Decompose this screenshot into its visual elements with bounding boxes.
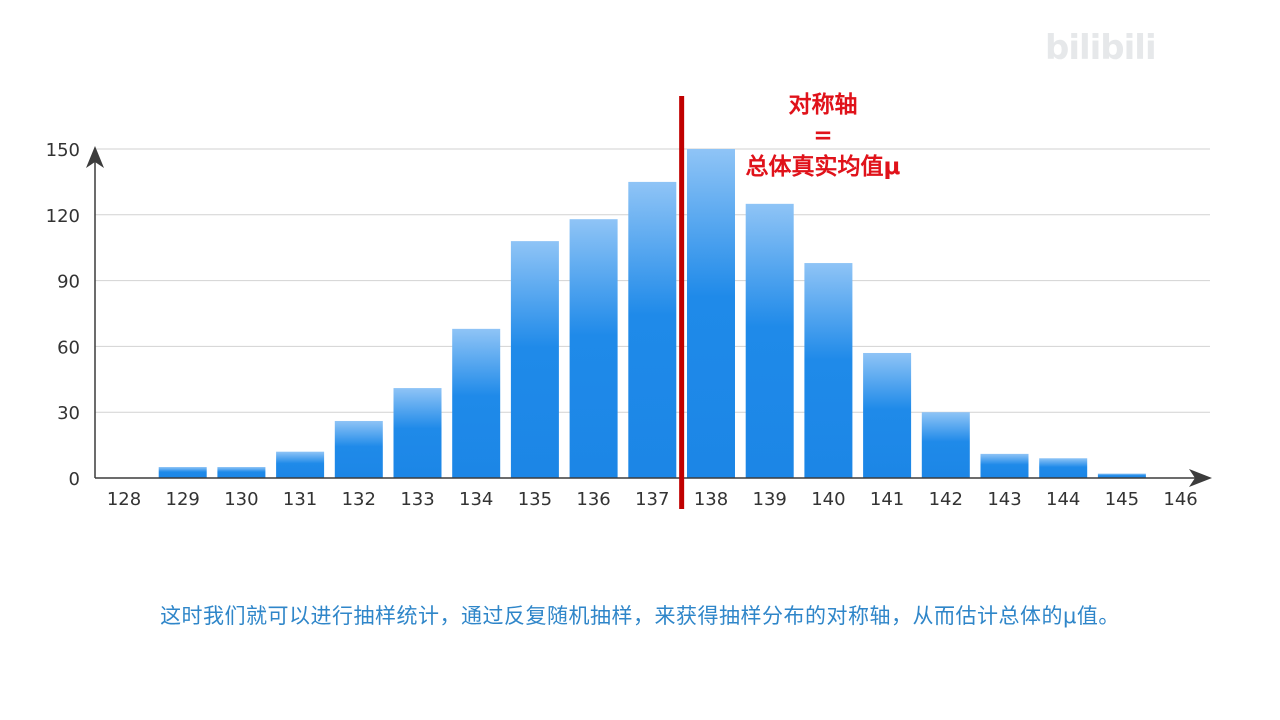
x-tick-label: 135 (518, 489, 552, 510)
x-tick-label: 141 (870, 489, 904, 510)
x-tick-label: 143 (987, 489, 1021, 510)
bilibili-watermark: bilibili (1035, 26, 1260, 70)
x-tick-label: 140 (811, 489, 845, 510)
x-tick-label: 133 (400, 489, 434, 510)
bar-140 (804, 263, 853, 478)
bar-130 (217, 467, 266, 478)
x-tick-label: 136 (576, 489, 610, 510)
bar-138 (687, 149, 735, 478)
x-tick-label: 146 (1163, 489, 1197, 510)
x-tick-label: 144 (1046, 489, 1080, 510)
bar-134 (452, 328, 501, 478)
bar-142 (921, 412, 970, 478)
y-tick-label: 150 (46, 140, 80, 161)
x-tick-label: 134 (459, 489, 493, 510)
bar-129 (158, 467, 207, 478)
bar-136 (569, 219, 618, 479)
x-tick-label: 128 (107, 489, 141, 510)
annotation-line-3: 总体真实均值μ (745, 154, 901, 180)
y-tick-label: 120 (46, 206, 80, 227)
bar-141 (863, 352, 912, 478)
bar-139 (745, 203, 794, 479)
annotation-line-2: = (813, 123, 833, 149)
x-tick-label: 132 (342, 489, 376, 510)
x-tick-labels: 128 129 130 131 132 133 134 135 136 137 138 139 140 1… (107, 489, 1198, 510)
annotation-line-1: 对称轴 (788, 92, 858, 118)
bar-133 (393, 388, 442, 478)
axes (86, 146, 1212, 487)
y-axis-arrow-icon (86, 146, 104, 168)
subtitle-caption: 这时我们就可以进行抽样统计，通过反复随机抽样，来获得抽样分布的对称轴，从而估计总… (160, 604, 1120, 628)
bar-132 (334, 420, 383, 478)
x-tick-label: 139 (753, 489, 787, 510)
y-tick-label: 0 (69, 469, 80, 490)
bilibili-logo: bilibili (1045, 28, 1157, 68)
bar-145 (1097, 473, 1146, 478)
x-tick-label: 142 (929, 489, 963, 510)
x-tick-label: 137 (635, 489, 669, 510)
bar-135 (510, 241, 559, 478)
bar-137 (628, 181, 677, 478)
x-tick-label: 145 (1105, 489, 1139, 510)
y-tick-label: 30 (57, 403, 80, 424)
bar-144 (1039, 458, 1088, 478)
x-axis-arrow-icon (1189, 469, 1212, 487)
y-tick-label: 60 (57, 337, 80, 358)
bars (158, 149, 1146, 479)
x-tick-label: 129 (166, 489, 200, 510)
y-tick-labels: 0 30 60 90 120 150 (46, 140, 80, 490)
symmetry-axis-annotation: 对称轴 = 总体真实均值μ (728, 90, 918, 183)
y-tick-label: 90 (57, 272, 80, 293)
bar-143 (980, 453, 1029, 478)
x-tick-label: 130 (224, 489, 258, 510)
bar-131 (276, 451, 325, 478)
x-tick-label: 131 (283, 489, 317, 510)
x-tick-label: 138 (694, 489, 728, 510)
